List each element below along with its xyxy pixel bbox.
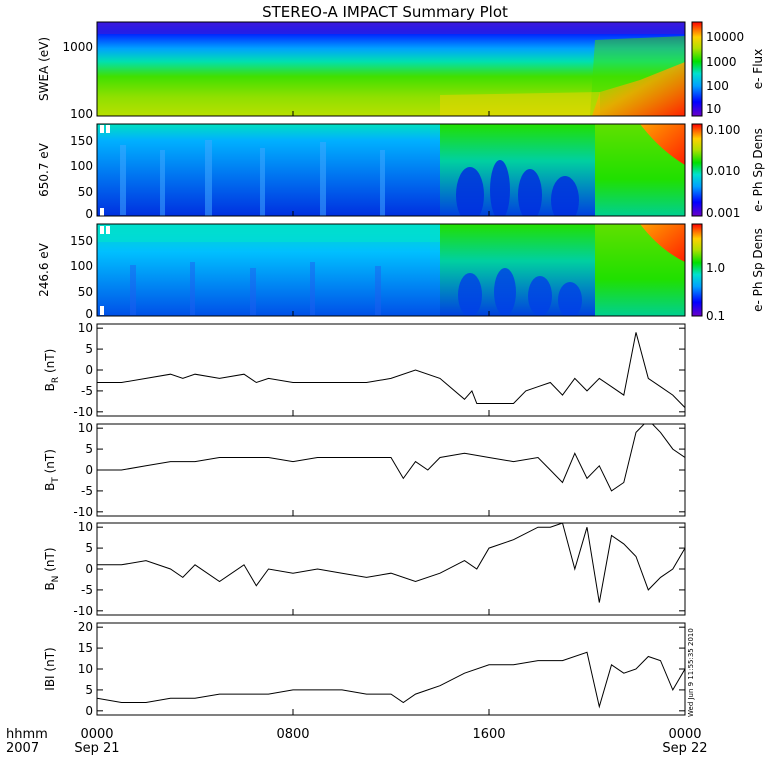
y-tick-label: 5: [85, 342, 93, 356]
bn-axes-frame: [96, 522, 686, 616]
x-date-label: Sep 22: [662, 741, 707, 756]
y-tick-label: -5: [81, 484, 93, 498]
bmag-axes-frame: [96, 622, 686, 716]
swea-axes-frame: [96, 21, 686, 117]
colorbar-tick: 0.010: [706, 164, 740, 178]
y-tick-label: 1000: [62, 40, 93, 54]
bn-series-line: [97, 523, 685, 603]
colorbar-tick: 1000: [706, 55, 737, 69]
chart-title: STEREO-A IMPACT Summary Plot: [262, 3, 508, 21]
y-tick-label: 0: [85, 307, 93, 321]
plot-timestamp: Wed Jun 9 11:55:35 2010: [687, 628, 695, 717]
bn-y-axis-label: BN (nT): [43, 547, 61, 590]
br-panel: 10 5 0 -5 -10 BR (nT): [43, 321, 686, 419]
y-tick-label: 50: [78, 185, 93, 199]
colorbar-label: e- Ph Sp Dens: [751, 128, 765, 212]
colorbar-flux: [691, 21, 703, 117]
x-tick-label: 0800: [276, 727, 309, 742]
colorbar-650: [691, 123, 703, 217]
y-tick-label: -5: [81, 583, 93, 597]
y-tick-label: 100: [70, 159, 93, 173]
pad-650-axes-frame: [96, 123, 686, 217]
y-axis-label: 246.6 eV: [37, 242, 51, 297]
bt-axes-frame: [96, 423, 686, 517]
y-tick-label: -5: [81, 384, 93, 398]
colorbar-label: e- Flux: [751, 49, 765, 89]
bmag-series-line: [97, 651, 685, 709]
y-tick-label: 150: [70, 234, 93, 248]
colorbar-label: e- Ph Sp Dens: [751, 228, 765, 312]
y-tick-label: 10: [78, 520, 93, 534]
x-row-label: hhmm: [6, 727, 48, 742]
y-tick-label: 10: [78, 662, 93, 676]
bt-y-axis-label: BT (nT): [43, 449, 61, 491]
x-tick-label: 1600: [472, 727, 505, 742]
y-tick-label: 0: [85, 363, 93, 377]
colorbar-tick: 10000: [706, 30, 744, 44]
pad-246-spectrogram: [97, 224, 685, 316]
colorbar-tick: 0.100: [706, 123, 740, 137]
y-tick-label: 0: [85, 704, 93, 718]
colorbar-tick: 10: [706, 102, 721, 116]
y-tick-label: 50: [78, 285, 93, 299]
y-tick-label: 100: [70, 259, 93, 273]
x-tick-label: 0000: [668, 727, 701, 742]
y-tick-label: 0: [85, 207, 93, 221]
y-tick-label: 5: [85, 541, 93, 555]
x-tick-label: 0000: [80, 727, 113, 742]
y-tick-label: 10: [78, 321, 93, 335]
colorbar-tick: 0.001: [706, 206, 740, 220]
y-tick-label: -10: [73, 405, 93, 419]
pad-246-axes-frame: [96, 223, 686, 317]
x-row-label: 2007: [6, 741, 39, 756]
bmag-panel: 20 15 10 5 0 IBI (nT): [43, 620, 686, 718]
bt-panel: 10 5 0 -5 -10 BT (nT): [43, 421, 686, 519]
bmag-y-axis-label: IBI (nT): [43, 647, 57, 690]
pad-650-spectrogram: [97, 124, 685, 216]
y-tick-label: -10: [73, 604, 93, 618]
bn-panel: 10 5 0 -5 -10 BN (nT): [43, 520, 686, 618]
br-series-line: [97, 332, 685, 408]
x-date-label: Sep 21: [74, 741, 119, 756]
colorbar-tick: 0.1: [706, 309, 725, 323]
bt-series-line: [97, 424, 685, 492]
y-tick-label: 0: [85, 463, 93, 477]
y-tick-label: 150: [70, 134, 93, 148]
y-tick-label: -10: [73, 505, 93, 519]
colorbar-tick: 1.0: [706, 261, 725, 275]
y-tick-label: 5: [85, 683, 93, 697]
br-axes-frame: [96, 323, 686, 417]
y-axis-label: 650.7 eV: [37, 142, 51, 197]
y-tick-label: 10: [78, 421, 93, 435]
y-tick-label: 0: [85, 562, 93, 576]
y-tick-label: 20: [78, 620, 93, 634]
colorbar-tick: 100: [706, 79, 729, 93]
colorbar-246: [691, 223, 703, 317]
swea-spectrogram: [97, 22, 685, 116]
y-axis-label: SWEA (eV): [37, 37, 51, 101]
y-tick-label: 5: [85, 442, 93, 456]
y-tick-label: 15: [78, 641, 93, 655]
y-tick-label: 100: [70, 107, 93, 121]
br-y-axis-label: BR (nT): [43, 349, 61, 392]
